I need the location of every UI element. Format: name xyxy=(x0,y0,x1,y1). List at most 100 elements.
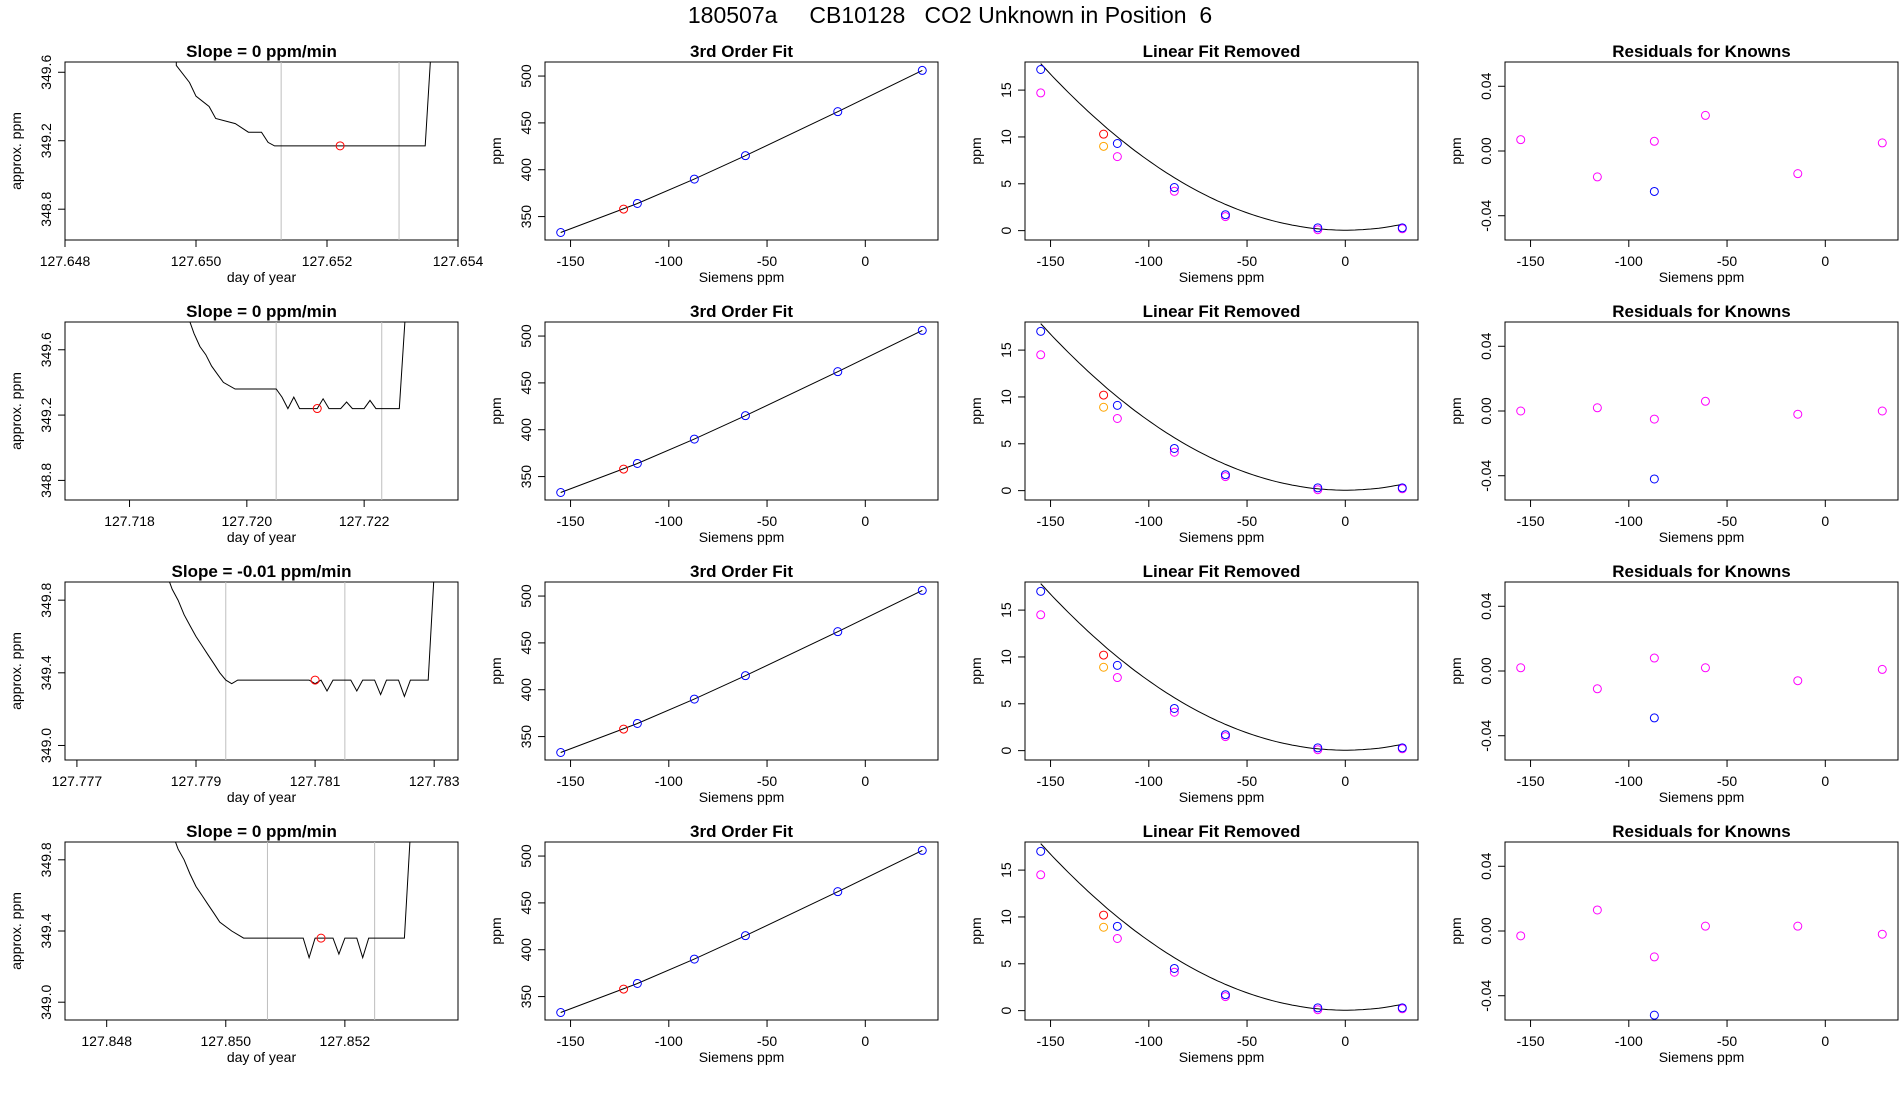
known-point xyxy=(1112,921,1122,931)
chart-panel-2-4: Residuals for Knowns -150 -100 -50 0 -0.04 0.0… xyxy=(1448,302,1899,545)
y-tick-label: 349.6 xyxy=(38,332,54,367)
x-tick-label: 127.654 xyxy=(433,253,484,269)
known-point xyxy=(1036,846,1046,856)
x-tick-label: 127.718 xyxy=(104,513,155,529)
residual-point xyxy=(1592,403,1602,413)
x-tick-label: 0 xyxy=(861,513,869,529)
chart-panel-1-4: Residuals for Knowns -150 -100 -50 0 -0.04 0.0… xyxy=(1448,42,1899,285)
known-point xyxy=(1036,586,1046,596)
chart-title: 3rd Order Fit xyxy=(690,42,793,61)
known-point xyxy=(1397,1003,1407,1013)
unknown-point xyxy=(1099,650,1109,660)
x-tick-label: -100 xyxy=(1135,253,1163,269)
chart-title: Slope = 0 ppm/min xyxy=(186,302,337,321)
known-point xyxy=(1169,183,1179,193)
x-tick-label: 127.779 xyxy=(171,773,222,789)
x-tick-label: -150 xyxy=(1517,253,1545,269)
y-tick-label: 400 xyxy=(518,938,534,962)
chart-title: 3rd Order Fit xyxy=(690,302,793,321)
x-tick-label: 0 xyxy=(861,1033,869,1049)
data-layer xyxy=(556,585,927,758)
residual-point xyxy=(1516,931,1526,941)
y-tick-label: 349.8 xyxy=(38,582,54,617)
y-tick-label: 450 xyxy=(518,631,534,655)
x-tick-label: -50 xyxy=(757,1033,777,1049)
y-tick-label: 5 xyxy=(998,960,1014,968)
y-tick-label: 500 xyxy=(518,584,534,608)
x-tick-label: 127.783 xyxy=(409,773,460,789)
chart-panel-1-1: Slope = 0 ppm/min 127.648 127.650 127.652 12… xyxy=(8,42,484,285)
corrected-point xyxy=(1313,225,1323,235)
corrected-point xyxy=(1169,707,1179,717)
known-point xyxy=(917,65,927,75)
residual-point xyxy=(1700,663,1710,673)
residual-outlier-point xyxy=(1649,713,1659,723)
residual-point xyxy=(1877,664,1887,674)
data-layer xyxy=(175,62,431,240)
residual-point xyxy=(1793,921,1803,931)
plot-frame xyxy=(1504,581,1899,761)
chart-title: Residuals for Knowns xyxy=(1612,822,1791,841)
x-tick-label: -100 xyxy=(1615,253,1643,269)
y-tick-label: 348.8 xyxy=(38,191,54,226)
corrected-point xyxy=(1112,152,1122,162)
y-tick-label: 349.4 xyxy=(38,913,54,948)
known-point xyxy=(556,228,566,238)
chart-title: Residuals for Knowns xyxy=(1612,302,1791,321)
x-tick-label: 127.720 xyxy=(222,513,273,529)
x-axis-label: Siemens ppm xyxy=(1659,1049,1745,1065)
plot-frame xyxy=(1504,841,1899,1021)
known-point xyxy=(632,978,642,988)
plot-frame xyxy=(64,581,459,761)
y-tick-label: 349.2 xyxy=(38,123,54,158)
known-point xyxy=(632,198,642,208)
corrected-point xyxy=(1220,472,1230,482)
known-point xyxy=(1220,730,1230,740)
known-point xyxy=(1112,139,1122,149)
y-tick-label: 349.6 xyxy=(38,55,54,90)
residual-point xyxy=(1793,169,1803,179)
x-axis-label: Siemens ppm xyxy=(699,269,785,285)
unknown-point xyxy=(619,724,629,734)
data-layer xyxy=(1036,583,1407,755)
x-axis-label: day of year xyxy=(227,789,297,805)
x-tick-label: 127.650 xyxy=(171,253,222,269)
corrected-point xyxy=(1220,732,1230,742)
residual-point xyxy=(1649,653,1659,663)
x-tick-label: -50 xyxy=(1237,513,1257,529)
x-tick-label: -150 xyxy=(1037,253,1065,269)
plot-frame xyxy=(544,841,939,1021)
y-axis-label: approx. ppm xyxy=(8,112,24,190)
known-point xyxy=(556,488,566,498)
chart-title: Linear Fit Removed xyxy=(1143,562,1301,581)
known-point xyxy=(740,671,750,681)
x-tick-label: 0 xyxy=(1341,773,1349,789)
y-tick-label: 349.0 xyxy=(38,984,54,1019)
residual-point xyxy=(1877,138,1887,148)
page-title: 180507a CB10128 CO2 Unknown in Position … xyxy=(687,2,1213,28)
mean-marker-point xyxy=(312,404,322,414)
y-axis-label: ppm xyxy=(1448,657,1464,684)
known-point xyxy=(740,411,750,421)
x-tick-label: 127.850 xyxy=(200,1033,251,1049)
data-layer xyxy=(556,845,927,1018)
known-point xyxy=(689,694,699,704)
chart-panel-4-3: Linear Fit Removed -150 -100 -50 0 0 5 10 15 Siem… xyxy=(968,822,1419,1065)
corrected-point xyxy=(1313,745,1323,755)
y-tick-label: 450 xyxy=(518,111,534,135)
unknown-corrected-point xyxy=(1099,662,1109,672)
chart-title: 3rd Order Fit xyxy=(690,562,793,581)
x-tick-label: -150 xyxy=(557,253,585,269)
fit-curve xyxy=(1040,323,1403,491)
residual-point xyxy=(1592,684,1602,694)
fit-line xyxy=(560,589,923,753)
known-point xyxy=(833,887,843,897)
x-tick-label: -150 xyxy=(557,513,585,529)
y-tick-label: 0 xyxy=(998,747,1014,755)
chart-panel-4-4: Residuals for Knowns -150 -100 -50 0 -0.04 0.0… xyxy=(1448,822,1899,1065)
known-point xyxy=(1220,470,1230,480)
y-tick-label: -0.04 xyxy=(1478,720,1494,752)
unknown-point xyxy=(1099,129,1109,139)
y-axis-label: ppm xyxy=(968,397,984,424)
chart-panel-4-2: 3rd Order Fit -150 -100 -50 0 350 400 450 500 Sie… xyxy=(488,822,939,1065)
